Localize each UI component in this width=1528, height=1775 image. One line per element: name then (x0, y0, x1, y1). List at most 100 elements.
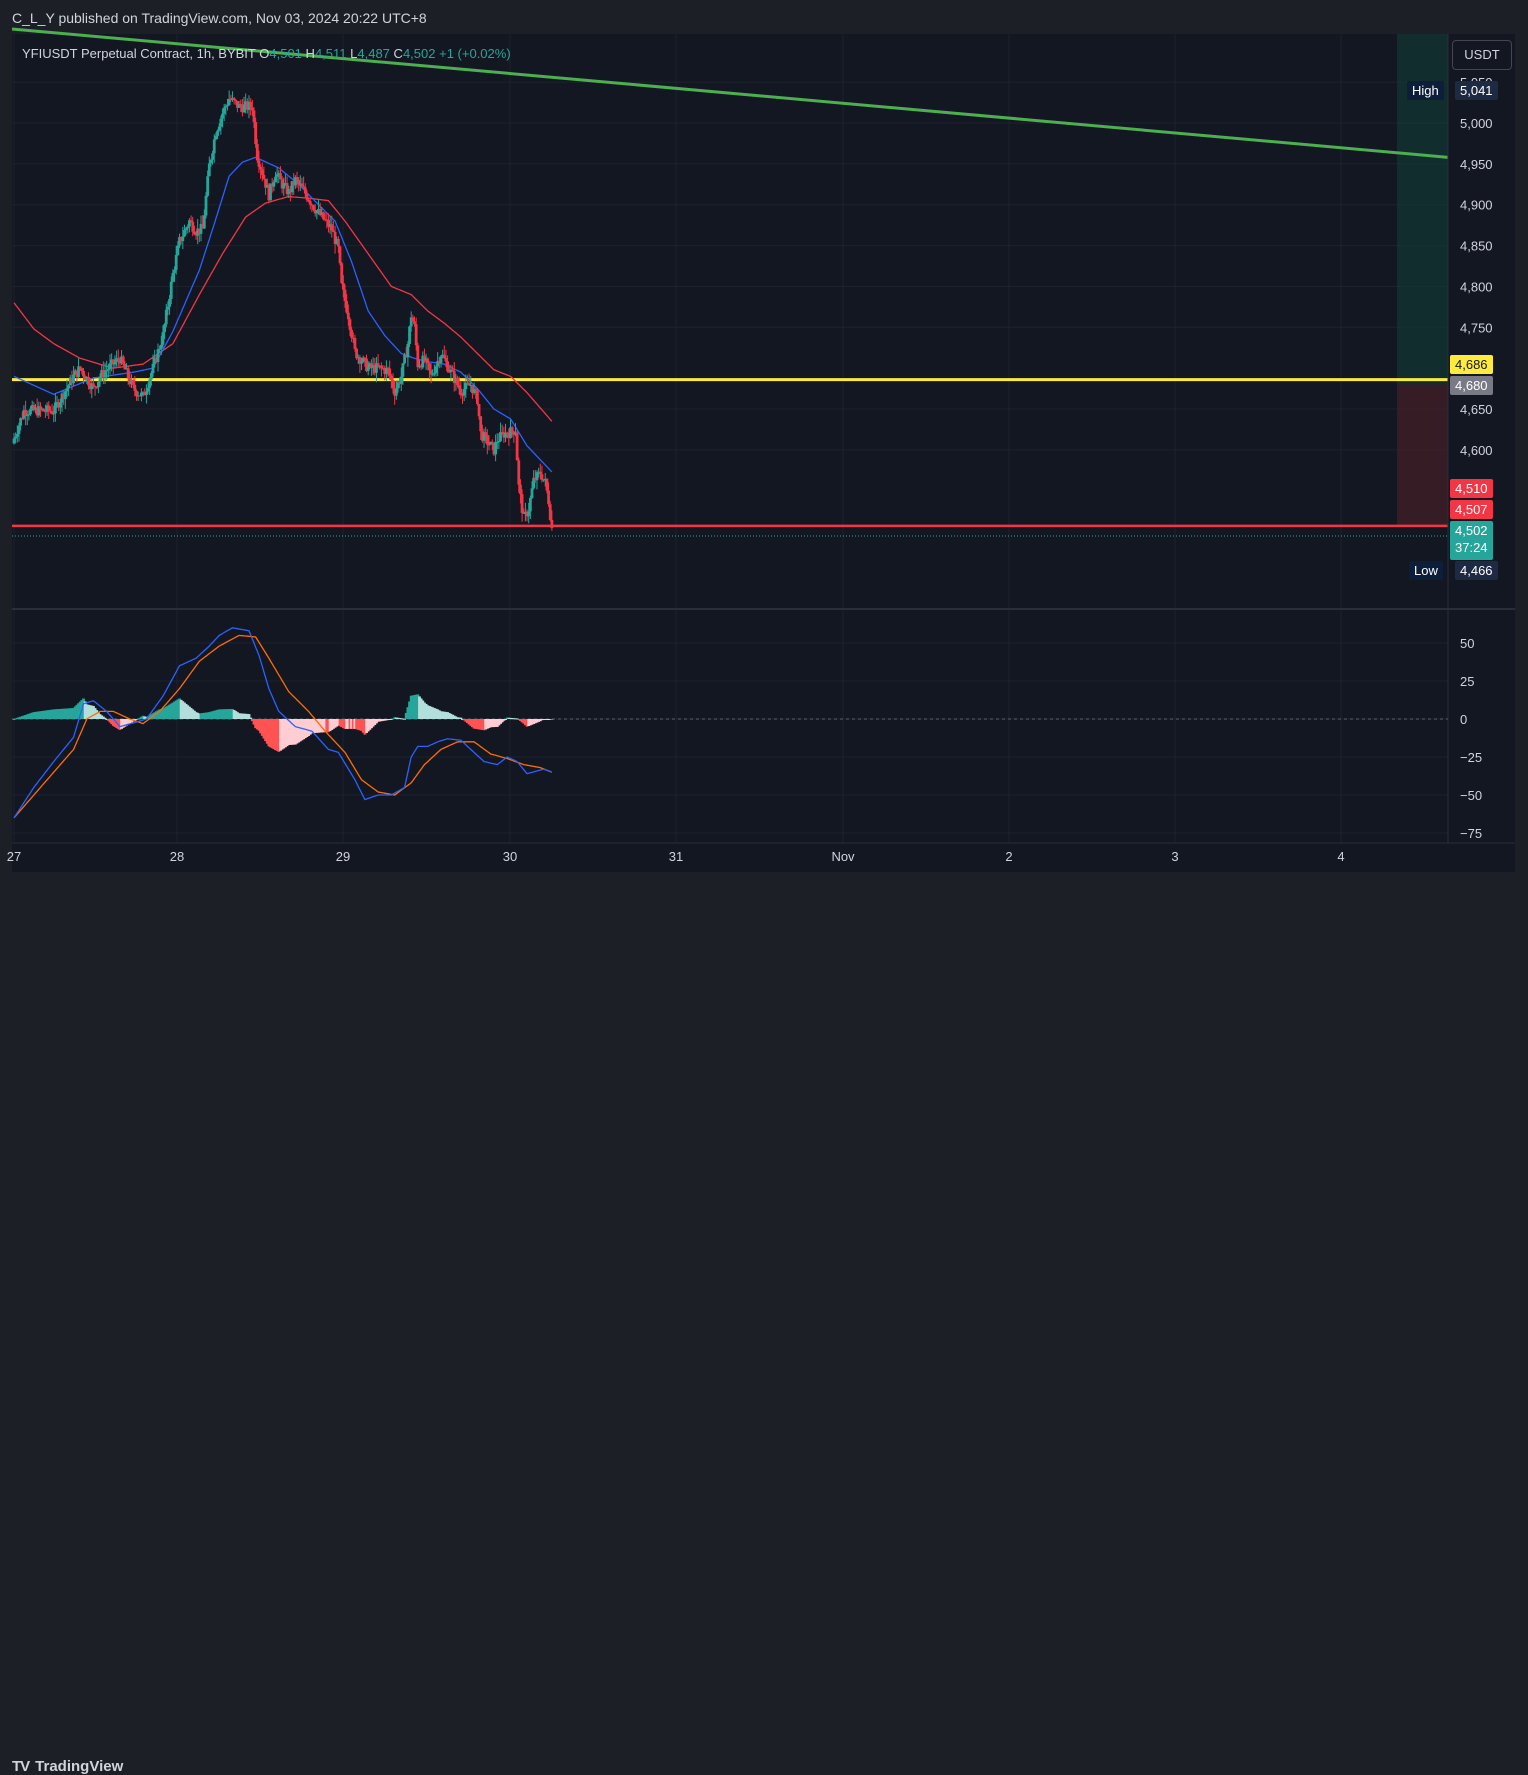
candle-body (401, 363, 405, 377)
open-value: 4,501 (269, 46, 302, 61)
histogram-bar (120, 719, 123, 729)
osc-tick-label: −50 (1460, 788, 1482, 803)
candle-body (434, 366, 438, 374)
histogram-bar (404, 712, 408, 719)
histogram-bar (542, 719, 545, 720)
histogram-bar (413, 695, 416, 719)
histogram-bar (254, 719, 258, 729)
descending-trendline[interactable] (11, 27, 1449, 159)
candle-body (469, 384, 473, 386)
histogram-bar (533, 719, 537, 724)
histogram-bar (85, 704, 89, 719)
candle-body (108, 363, 112, 370)
candle-body (143, 392, 147, 396)
histogram-bar (27, 713, 31, 719)
candle-body (272, 182, 276, 187)
candlestick-series[interactable] (12, 90, 554, 531)
candle-body (67, 385, 71, 389)
histogram-bar (204, 712, 208, 719)
histogram-bar (287, 719, 291, 745)
candle-body (70, 377, 74, 384)
histogram-bar (19, 716, 23, 719)
histogram-bar (514, 718, 517, 720)
candle-body (388, 368, 392, 376)
histogram-bar (464, 719, 468, 722)
histogram-bar (452, 715, 456, 719)
candle-body (376, 363, 380, 367)
candle-body (335, 239, 339, 245)
candle-body (133, 384, 137, 391)
histogram-bar (106, 719, 110, 721)
candle-body (83, 376, 87, 380)
histogram-bar (277, 719, 281, 752)
histogram-bar (77, 703, 80, 719)
histogram-bar (298, 719, 302, 742)
tradingview-logo[interactable]: TV TradingView (12, 1758, 123, 1775)
histogram-bar (467, 719, 471, 725)
candle-body (153, 357, 157, 364)
candle-body (303, 187, 307, 194)
candle-body (396, 382, 400, 389)
candle-body (163, 324, 167, 333)
histogram-bar (53, 709, 57, 719)
histogram-bar (290, 719, 294, 745)
candle-body (173, 270, 176, 273)
candle-body (154, 357, 158, 362)
histogram-bar (234, 711, 238, 719)
candle-body (92, 383, 95, 387)
candle-body (85, 376, 89, 380)
time-tick-label: Nov (831, 849, 855, 864)
candle-body (393, 388, 397, 396)
symbol-legend[interactable]: YFIUSDT Perpetual Contract, 1h, BYBIT O4… (22, 46, 511, 61)
candle-body (82, 370, 85, 377)
candle-body (381, 368, 385, 370)
candle-body (348, 319, 352, 330)
chart-canvas[interactable]: 5,0505,0004,9504,9004,8504,8004,7504,650… (0, 0, 1528, 917)
histogram-bar (240, 713, 244, 719)
candle-body (528, 497, 532, 512)
candle-body (87, 376, 90, 386)
histogram-bar (325, 719, 329, 733)
candle-body (105, 370, 109, 372)
histogram-bar (45, 710, 49, 719)
histogram-bar (330, 719, 334, 730)
candle-body (181, 236, 185, 242)
candle-body (517, 460, 521, 485)
histogram-bar (449, 713, 453, 719)
candle-body (77, 366, 80, 378)
candle-body (519, 484, 522, 495)
candle-body (341, 283, 345, 290)
candle-body (202, 215, 206, 229)
candle-body (505, 432, 509, 435)
candle-body (485, 434, 489, 445)
candle-body (224, 106, 228, 108)
histogram-bar (497, 719, 501, 726)
histogram-bar (236, 712, 239, 719)
histogram-bar (72, 708, 75, 719)
candle-body (328, 224, 332, 227)
histogram-bar (211, 711, 214, 719)
histogram-bar (98, 714, 102, 719)
candle-body (338, 246, 342, 264)
price-tick-label: 4,850 (1460, 239, 1493, 254)
histogram-bar (148, 715, 152, 719)
histogram-bar (206, 712, 210, 719)
price-tick-label: 4,950 (1460, 157, 1493, 172)
histogram-bar (111, 719, 115, 726)
candle-body (399, 376, 403, 384)
candle-body (318, 208, 322, 215)
candle-body (540, 474, 544, 481)
candle-body (356, 357, 360, 359)
currency-button[interactable]: USDT (1452, 40, 1512, 70)
candle-body (351, 337, 355, 339)
candle-body (135, 390, 138, 397)
histogram-bar (82, 698, 85, 719)
candle-body (461, 395, 464, 397)
candle-body (293, 177, 297, 186)
histogram-bar (97, 712, 100, 719)
histogram-bar (340, 719, 344, 728)
symbol-name[interactable]: YFIUSDT Perpetual Contract, 1h, BYBIT (22, 46, 256, 61)
candle-body (533, 477, 537, 481)
candle-body (267, 184, 271, 201)
histogram-bar (83, 701, 87, 719)
